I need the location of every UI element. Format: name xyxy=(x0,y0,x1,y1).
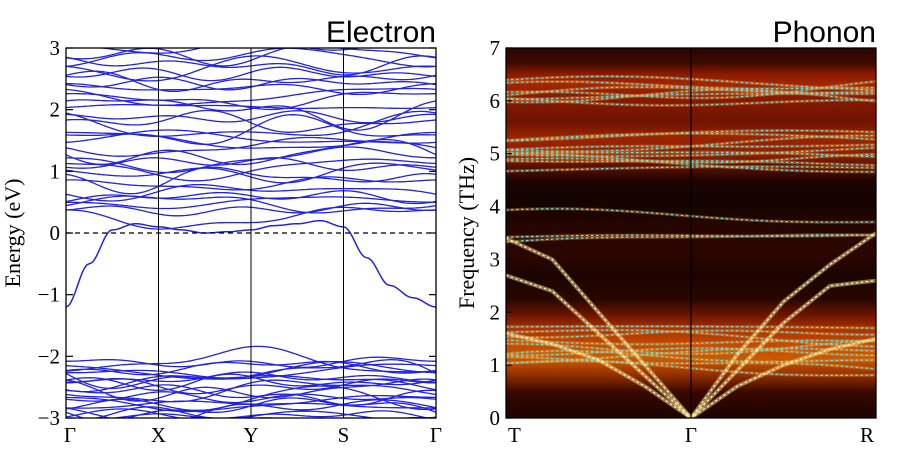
electron-ytick-label: −2 xyxy=(38,344,60,368)
phonon-frame xyxy=(505,47,877,419)
electron-panel-title: Electron xyxy=(326,16,436,49)
phonon-acoustic-glow xyxy=(506,273,876,418)
phonon-ytick-label: 2 xyxy=(490,300,501,324)
phonon-ytick-label: 6 xyxy=(490,89,501,113)
phonon-ytick-label: 3 xyxy=(490,247,501,271)
electron-ytick-label: −1 xyxy=(38,283,60,307)
electron-ytick-label: 1 xyxy=(50,159,61,183)
electron-band-line xyxy=(96,48,363,54)
electron-ytick-label: 2 xyxy=(50,98,61,122)
phonon-ytick-label: 0 xyxy=(490,406,501,430)
electron-ytick-label: 3 xyxy=(50,36,61,60)
phonon-panel-title: Phonon xyxy=(773,16,876,49)
phonon-kpoint-label: T xyxy=(508,423,521,447)
electron-kpoint-label: Γ xyxy=(430,423,442,447)
electron-kpoint-label: S xyxy=(338,423,350,447)
electron-kpoint-label: Y xyxy=(243,423,258,447)
phonon-ytick-label: 4 xyxy=(490,195,501,219)
electron-band-line xyxy=(66,413,436,418)
phonon-ylabel: Frequency (THz) xyxy=(454,157,479,309)
electron-ylabel: Energy (eV) xyxy=(0,179,25,288)
phonon-kpoint-label: Γ xyxy=(685,423,697,447)
electron-ytick-label: 0 xyxy=(50,221,61,245)
phonon-acoustic-branch xyxy=(506,332,876,418)
phonon-ytick-label: 5 xyxy=(490,142,501,166)
electron-ytick-label: −3 xyxy=(38,406,60,430)
phonon-kpoint-label: R xyxy=(860,423,874,447)
electron-kpoint-label: Γ xyxy=(64,423,76,447)
phonon-acoustic-glow xyxy=(506,231,876,418)
electron-kpoint-label: X xyxy=(151,423,166,447)
phonon-ytick-label: 7 xyxy=(490,36,501,60)
phonon-ytick-label: 1 xyxy=(490,353,501,377)
